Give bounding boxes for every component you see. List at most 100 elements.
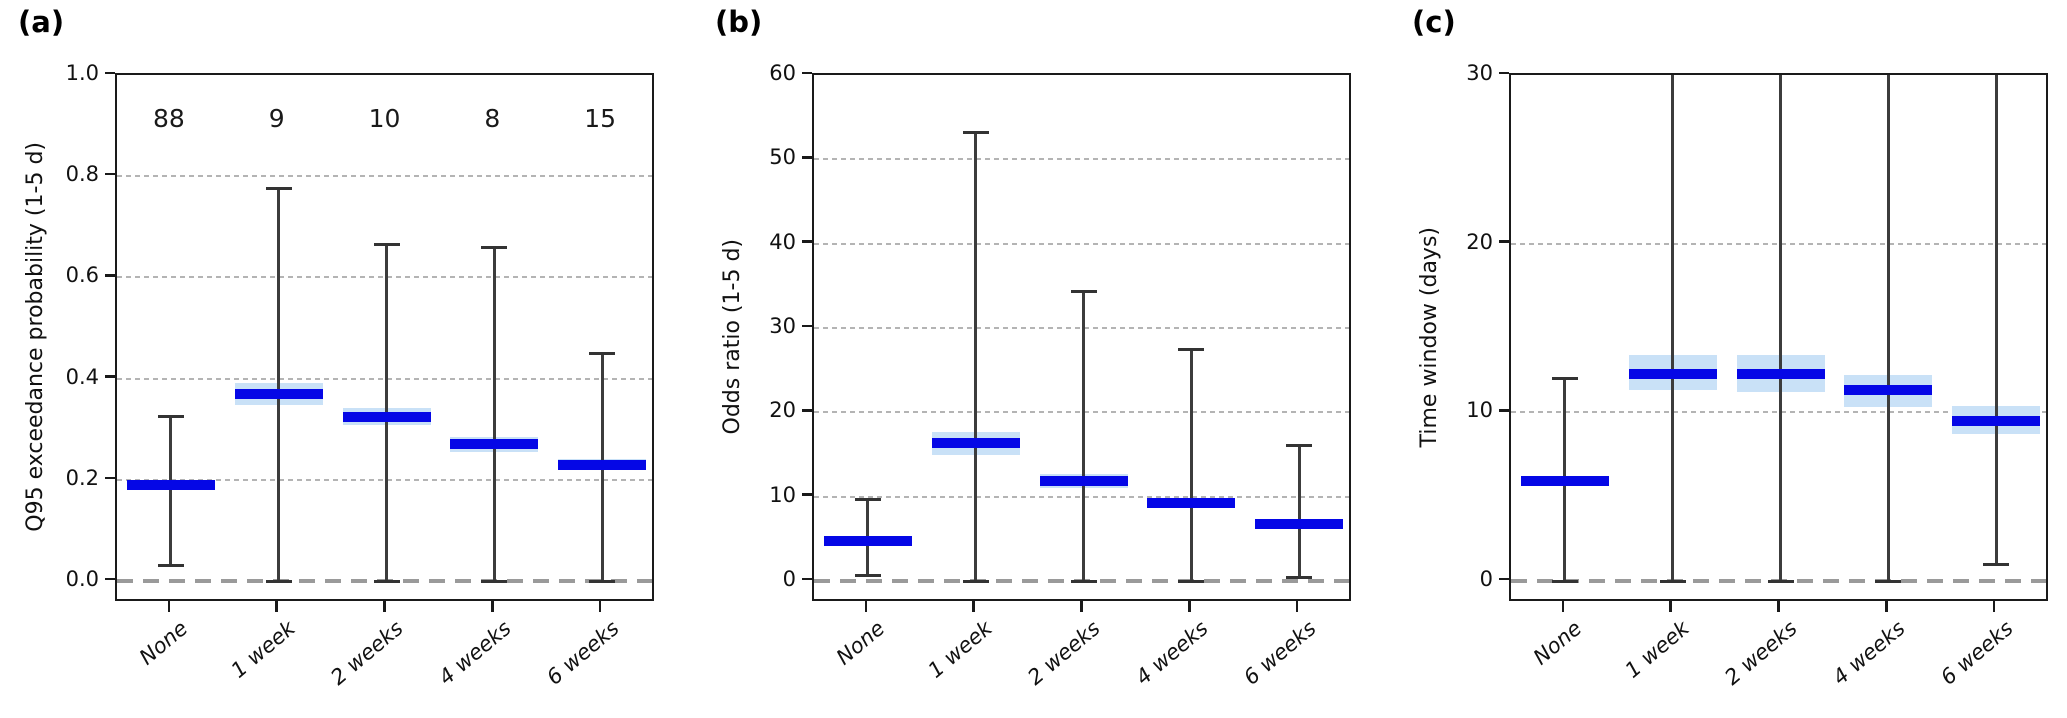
- y-tick: [1499, 577, 1509, 581]
- y-tick-label: 0: [1479, 567, 1493, 591]
- x-tick: [1669, 601, 1672, 612]
- sample-count-label: 10: [368, 103, 401, 133]
- x-tick-label-text: 4 weeks: [1828, 616, 1910, 690]
- y-tick-label: 1.0: [65, 61, 99, 85]
- x-tick: [491, 601, 494, 612]
- y-tick-label: 30: [769, 314, 796, 338]
- x-tick-label-text: None: [134, 616, 193, 670]
- whisker: [1189, 349, 1193, 581]
- x-tick-label-text: 4 weeks: [434, 616, 516, 690]
- x-tick-label-text: 2 weeks: [326, 616, 408, 690]
- gridline: [814, 411, 1349, 414]
- median-bar: [1628, 368, 1717, 379]
- y-tick: [105, 172, 115, 176]
- y-tick-label: 0.6: [65, 263, 99, 288]
- y-tick: [105, 71, 115, 75]
- y-tick-label: 0.8: [65, 162, 99, 187]
- gridline: [1511, 242, 2046, 245]
- whisker: [1297, 445, 1301, 578]
- y-tick: [105, 375, 115, 378]
- whisker: [1886, 75, 1890, 581]
- y-tick-label: 60: [769, 61, 796, 85]
- x-tick: [1885, 601, 1888, 612]
- gridline: [117, 478, 652, 481]
- y-tick: [105, 577, 115, 581]
- whisker-cap-bottom: [854, 573, 881, 577]
- y-tick-label: 40: [769, 229, 796, 254]
- whisker-cap-bottom: [1551, 579, 1578, 583]
- gridline: [814, 158, 1349, 161]
- gridline: [117, 276, 652, 279]
- x-tick: [1188, 601, 1191, 612]
- y-tick: [802, 324, 812, 328]
- x-tick-label-text: 1 week: [924, 616, 998, 683]
- x-tick-label-text: None: [1528, 616, 1587, 670]
- x-tick: [972, 601, 975, 612]
- median-bar: [1736, 368, 1825, 379]
- whisker-cap-bottom: [962, 579, 989, 583]
- x-tick-label-text: 6 weeks: [1936, 616, 2018, 690]
- plot-area-c: [1509, 73, 2048, 601]
- whisker-cap-top: [481, 245, 508, 249]
- whisker-cap-top: [962, 130, 989, 134]
- whisker: [1779, 75, 1782, 581]
- whisker-cap-bottom: [1286, 576, 1313, 580]
- y-tick: [802, 577, 812, 581]
- whisker: [277, 188, 281, 581]
- x-tick-label-text: 1 week: [1621, 616, 1695, 683]
- whisker-cap-top: [157, 415, 184, 419]
- gridline: [814, 327, 1349, 329]
- whisker: [1082, 291, 1085, 581]
- sample-count-label: 15: [584, 103, 616, 133]
- whisker: [492, 247, 496, 581]
- median-bar: [126, 479, 215, 490]
- whisker: [1994, 75, 1998, 565]
- x-tick: [1561, 601, 1565, 612]
- x-tick: [1992, 601, 1996, 612]
- x-tick-label-text: 6 weeks: [1239, 616, 1321, 690]
- y-tick: [1499, 71, 1509, 75]
- y-tick: [802, 240, 812, 243]
- x-tick: [1295, 601, 1299, 612]
- panel-letter-b: (b): [715, 5, 763, 39]
- plot-area-b: [812, 73, 1351, 601]
- y-tick: [802, 493, 812, 496]
- whisker-cap-bottom: [1767, 579, 1794, 583]
- y-tick: [802, 71, 812, 75]
- y-tick: [1499, 240, 1509, 243]
- median-bar: [931, 437, 1020, 448]
- whisker-cap-bottom: [265, 579, 292, 583]
- x-tick-label-text: 2 weeks: [1720, 616, 1802, 690]
- whisker-cap-bottom: [1875, 579, 1902, 583]
- x-tick: [1080, 601, 1083, 612]
- sample-count-label: 8: [484, 103, 501, 133]
- whisker-cap-bottom: [1178, 579, 1205, 583]
- panel-letter-a: (a): [18, 5, 65, 39]
- whisker: [1671, 75, 1675, 581]
- y-tick: [105, 274, 115, 277]
- y-tick: [802, 409, 812, 412]
- whisker-cap-bottom: [1983, 562, 2010, 566]
- whisker-cap-top: [1551, 377, 1578, 381]
- whisker-cap-top: [1070, 290, 1097, 294]
- median-bar: [234, 388, 323, 399]
- y-axis-title: Q95 exceedance probability (1-5 d): [13, 73, 57, 601]
- whisker-cap-bottom: [373, 579, 400, 583]
- median-bar: [342, 411, 431, 422]
- whisker-cap-bottom: [157, 564, 184, 568]
- whisker-cap-top: [589, 351, 616, 355]
- y-tick-label: 0.0: [65, 567, 99, 591]
- median-bar: [1844, 385, 1933, 396]
- median-bar: [1520, 476, 1609, 487]
- x-tick-label-text: 6 weeks: [542, 616, 624, 690]
- panel-letter-c: (c): [1412, 5, 1456, 39]
- y-tick-label: 0.2: [65, 465, 99, 490]
- y-tick-label: 0.4: [65, 364, 99, 389]
- y-tick: [802, 156, 812, 159]
- x-tick-label-text: None: [831, 616, 890, 670]
- whisker-cap-top: [373, 243, 400, 246]
- median-bar: [1952, 415, 2041, 426]
- whisker-cap-top: [1178, 347, 1205, 351]
- whisker-cap-bottom: [589, 579, 616, 583]
